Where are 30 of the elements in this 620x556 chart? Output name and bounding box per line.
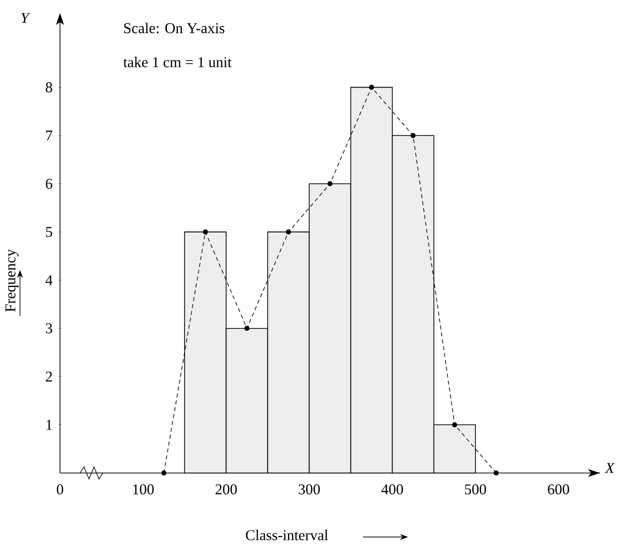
point (161, 470, 166, 476)
point (202, 229, 208, 234)
point (327, 181, 333, 186)
y-axis-title: Frequency (6, 249, 19, 312)
point (494, 470, 499, 476)
y-tick-label: 8 (46, 82, 52, 92)
annotation: Scale: On Y-axis (124, 22, 224, 34)
x-tick-label: 100 (133, 484, 154, 494)
y-tick-label: 6 (46, 178, 52, 189)
y-tick-label: 7 (46, 130, 52, 140)
text: X (604, 463, 615, 473)
point (369, 84, 374, 90)
point (410, 132, 416, 138)
point (244, 326, 250, 331)
x-tick-label: 300 (298, 484, 320, 494)
x-tick-label: 0 (56, 484, 64, 494)
y-tick-label: 1 (46, 420, 52, 430)
text: Y (21, 13, 30, 23)
x-axis-title: Class-interval (246, 530, 328, 540)
x-tick-label: 200 (216, 484, 237, 494)
x-tick-label: 500 (465, 484, 486, 494)
x-tick-label: 400 (381, 484, 403, 494)
point (286, 229, 292, 234)
y-tick-label: 4 (46, 275, 52, 286)
y-tick-label: 5 (46, 226, 52, 237)
y-tick-label: 2 (46, 372, 52, 382)
y-tick-label: 3 (46, 323, 52, 334)
annotation: take 1 cm = 1 unit (123, 56, 232, 68)
point (452, 422, 458, 428)
x-tick-label: 600 (548, 484, 570, 494)
